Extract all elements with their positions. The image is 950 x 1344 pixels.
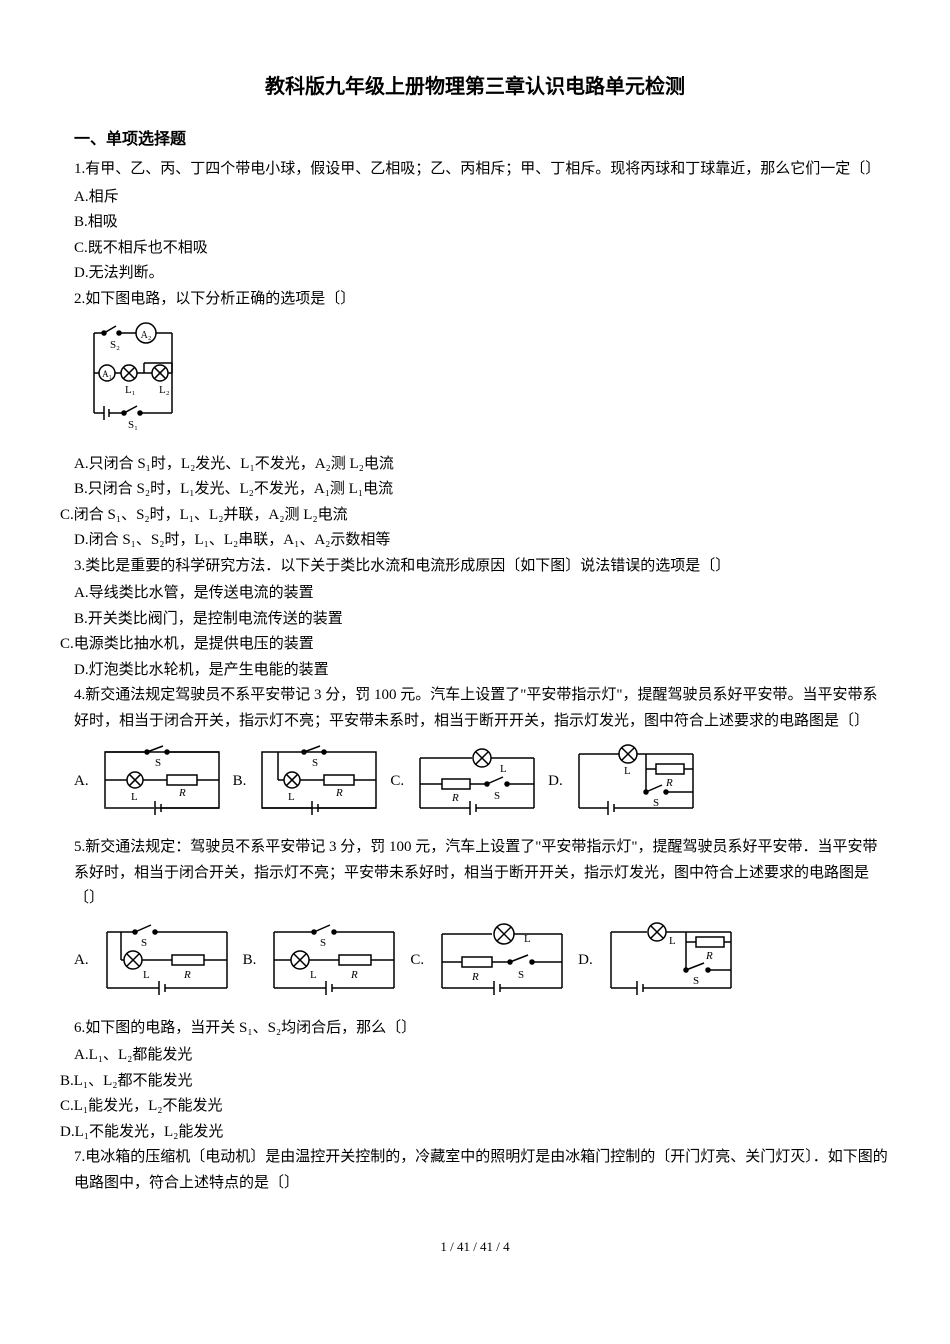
q5-circuit-a: S L R xyxy=(97,922,237,1000)
q4-label-d: D. xyxy=(548,769,563,795)
q4-options-row: A. S L R B. S xyxy=(74,744,890,819)
q6-opt-c: C.L₁能发光，L₂不能发光 xyxy=(60,1094,890,1120)
q5-circuit-c: L R S xyxy=(432,922,572,1000)
page-footer: 1 / 41 / 41 / 4 xyxy=(60,1236,890,1258)
q7-stem: 7.电冰箱的压缩机〔电动机〕是由温控开关控制的，冷藏室中的照明灯是由冰箱门控制的… xyxy=(74,1145,890,1196)
q4-circuit-a: S L R xyxy=(97,744,227,819)
svg-text:S₂: S₂ xyxy=(110,339,120,351)
q5-label-d: D. xyxy=(578,948,593,974)
q2-opt-b: B.只闭合 S₂时，L₁发光、L₂不发光，A₁测 L₁电流 xyxy=(74,477,890,503)
svg-text:S: S xyxy=(518,969,524,981)
svg-text:A₁: A₁ xyxy=(102,369,112,379)
svg-text:S: S xyxy=(320,937,326,949)
q6-opt-d: D.L₁不能发光，L₂能发光 xyxy=(60,1120,890,1146)
svg-text:L: L xyxy=(624,765,631,777)
svg-text:L: L xyxy=(524,933,531,945)
q4-circuit-d: L R S xyxy=(571,744,701,819)
q5-options-row: A. S L R B. S xyxy=(74,922,890,1000)
q3-opt-d: D.灯泡类比水轮机，是产生电能的装置 xyxy=(74,658,890,684)
svg-text:L: L xyxy=(288,791,295,803)
svg-text:L₁: L₁ xyxy=(125,384,136,396)
q1-opt-b: B.相吸 xyxy=(74,210,890,236)
svg-text:S: S xyxy=(693,975,699,987)
svg-text:L₂: L₂ xyxy=(159,384,170,396)
q5-circuit-d: L R S xyxy=(601,922,741,1000)
svg-text:S: S xyxy=(141,937,147,949)
q2-opt-d: D.闭合 S₁、S₂时，L₁、L₂串联，A₁、A₂示数相等 xyxy=(74,528,890,554)
svg-text:L: L xyxy=(143,969,150,981)
svg-text:A₂: A₂ xyxy=(141,330,152,341)
svg-text:S: S xyxy=(312,757,318,769)
svg-text:R: R xyxy=(665,777,673,789)
svg-text:L: L xyxy=(131,791,138,803)
q6-opt-a: A.L₁、L₂都能发光 xyxy=(74,1043,890,1069)
q2-stem: 2.如下图电路，以下分析正确的选项是〔〕 xyxy=(74,287,890,313)
q5-circuit-b: S L R xyxy=(264,922,404,1000)
q4-label-a: A. xyxy=(74,769,89,795)
q3-opt-c: C.电源类比抽水机，是提供电压的装置 xyxy=(60,632,890,658)
q3-stem: 3.类比是重要的科学研究方法．以下关于类比水流和电流形成原因〔如下图〕说法错误的… xyxy=(74,554,890,580)
q2-opt-c: C.闭合 S₁、S₂时，L₁、L₂并联，A₂测 L₂电流 xyxy=(60,503,890,529)
section-header-1: 一、单项选择题 xyxy=(74,126,890,153)
svg-text:R: R xyxy=(451,792,459,804)
q4-label-c: C. xyxy=(390,769,404,795)
q5-label-a: A. xyxy=(74,948,89,974)
q1-opt-a: A.相斥 xyxy=(74,185,890,211)
q2-circuit-diagram: A₂ S₂ A₁ L₁ L₂ S₁ xyxy=(74,318,890,448)
q5-label-b: B. xyxy=(243,948,257,974)
svg-text:S: S xyxy=(155,757,161,769)
svg-text:S₁: S₁ xyxy=(128,419,138,431)
q5-label-c: C. xyxy=(410,948,424,974)
q6-stem: 6.如下图的电路，当开关 S₁、S₂均闭合后，那么〔〕 xyxy=(74,1016,890,1042)
q2-opt-a: A.只闭合 S₁时，L₂发光、L₁不发光，A₂测 L₂电流 xyxy=(74,452,890,478)
q5-stem: 5.新交通法规定：驾驶员不系平安带记 3 分，罚 100 元，汽车上设置了"平安… xyxy=(74,835,890,912)
q1-opt-d: D.无法判断。 xyxy=(74,261,890,287)
page-title: 教科版九年级上册物理第三章认识电路单元检测 xyxy=(60,70,890,104)
svg-text:S: S xyxy=(653,797,659,809)
q1-opt-c: C.既不相斥也不相吸 xyxy=(74,236,890,262)
svg-text:R: R xyxy=(471,971,479,983)
q3-opt-b: B.开关类比阀门，是控制电流传送的装置 xyxy=(74,607,890,633)
q4-stem: 4.新交通法规定驾驶员不系平安带记 3 分，罚 100 元。汽车上设置了"平安带… xyxy=(74,683,890,734)
svg-text:L: L xyxy=(669,935,676,947)
svg-text:L: L xyxy=(500,763,507,775)
svg-text:R: R xyxy=(335,787,343,799)
q1-stem: 1.有甲、乙、丙、丁四个带电小球，假设甲、乙相吸；乙、丙相斥；甲、丁相斥。现将丙… xyxy=(74,157,890,183)
q4-label-b: B. xyxy=(233,769,247,795)
svg-text:R: R xyxy=(178,787,186,799)
q6-opt-b: B.L₁、L₂都不能发光 xyxy=(60,1069,890,1095)
svg-text:S: S xyxy=(494,790,500,802)
q4-circuit-c: L R S xyxy=(412,744,542,819)
q4-circuit-b: S L R xyxy=(254,744,384,819)
svg-text:R: R xyxy=(705,950,713,962)
q3-opt-a: A.导线类比水管，是传送电流的装置 xyxy=(74,581,890,607)
svg-text:R: R xyxy=(350,969,358,981)
svg-text:R: R xyxy=(183,969,191,981)
svg-text:L: L xyxy=(310,969,317,981)
